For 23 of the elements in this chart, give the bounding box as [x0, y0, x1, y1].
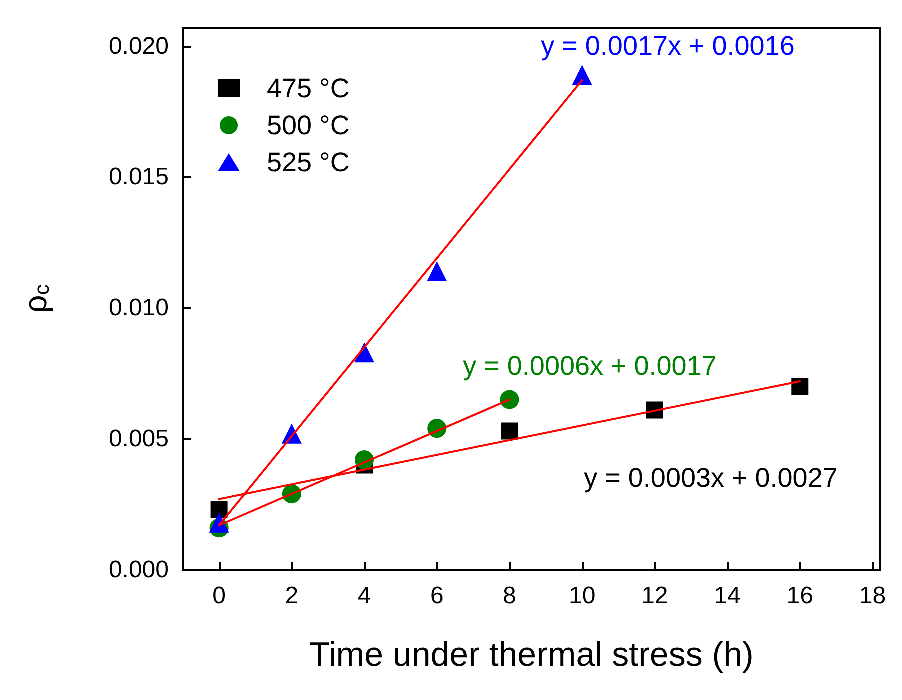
annotation: y = 0.0003x + 0.0027	[584, 463, 838, 493]
y-tick-label: 0.015	[108, 164, 169, 191]
x-tick-label: 16	[786, 582, 814, 610]
legend-label: 500 °C	[267, 110, 350, 140]
y-axis-title: ρc	[18, 284, 54, 314]
legend-label: 525 °C	[267, 148, 350, 178]
x-tick-label: 2	[285, 582, 299, 610]
x-tick-label: 8	[503, 582, 516, 610]
x-tick-label: 12	[642, 582, 668, 610]
x-axis-title: Time under thermal stress (h)	[309, 636, 754, 674]
x-tick-label: 18	[859, 582, 886, 610]
annotation: y = 0.0017x + 0.0016	[541, 31, 795, 61]
x-tick-label: 10	[568, 582, 596, 610]
y-tick-label: 0.005	[108, 426, 169, 453]
x-tick-label: 14	[714, 582, 741, 610]
x-tick-label: 0	[212, 582, 226, 610]
legend-label: 475 °C	[267, 74, 350, 104]
x-tick-label: 4	[358, 582, 372, 610]
y-tick-label: 0.010	[108, 294, 169, 322]
annotation: y = 0.0006x + 0.0017	[463, 351, 717, 381]
x-tick-label: 6	[430, 582, 444, 610]
y-tick-label: 0.020	[108, 32, 169, 60]
y-tick-label: 0.000	[108, 556, 169, 584]
